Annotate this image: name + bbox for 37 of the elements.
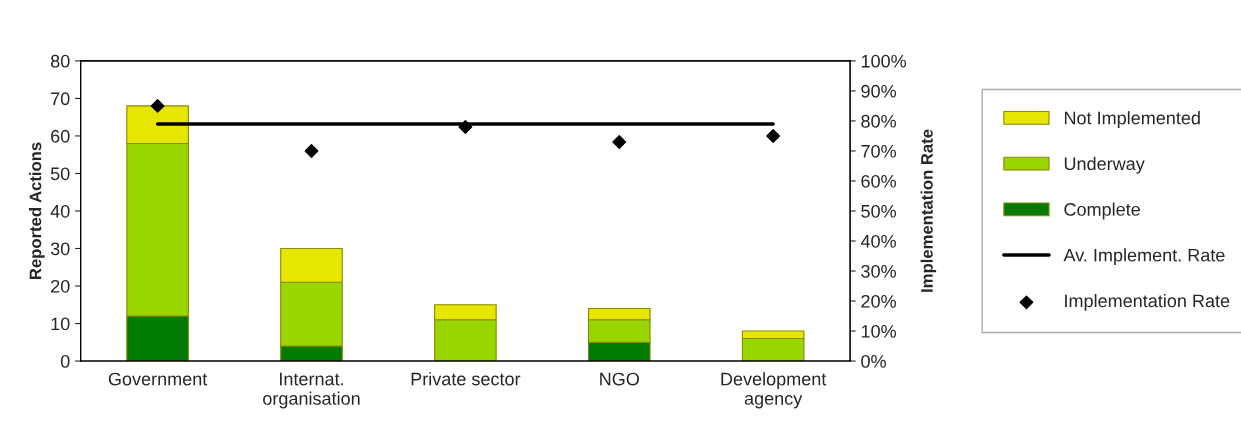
y-tick-label: 40 <box>50 204 70 218</box>
y2-tick-label: 70% <box>861 144 896 158</box>
y2-tick-label: 0% <box>861 354 886 368</box>
legend-label: Underway <box>1064 156 1145 174</box>
point <box>150 99 165 113</box>
y2-tick-label: 80% <box>861 114 896 128</box>
point <box>304 144 319 158</box>
legend-label: Implementation Rate <box>1065 294 1230 311</box>
point <box>458 120 473 134</box>
y-axis-title: Reported Actions <box>29 142 45 279</box>
y2-tick-label: 100% <box>861 54 907 68</box>
y-tick-label: 0 <box>60 354 70 368</box>
y2-tick-label: 90% <box>861 84 896 98</box>
y2-tick-label: 40% <box>860 234 896 248</box>
y-tick-label: 20 <box>51 279 70 293</box>
y2-tick-label: 10% <box>861 324 896 338</box>
y-tick-label: 80 <box>50 54 70 68</box>
x-tick-label: Development agency <box>721 372 827 409</box>
y-tick-label: 50 <box>50 167 70 181</box>
y-tick-label: 70 <box>51 92 70 106</box>
y-tick-label: 10 <box>51 317 70 331</box>
y2-tick-label: 50% <box>861 204 896 218</box>
point <box>766 129 781 143</box>
legend-label: Complete <box>1064 202 1140 220</box>
y2-tick-label: 20% <box>861 294 896 308</box>
x-tick-label: NGO <box>600 372 639 386</box>
point <box>612 135 627 149</box>
x-tick-label: Government <box>108 372 208 386</box>
y2-tick-label: 30% <box>861 264 896 278</box>
y2-tick-label: 60% <box>861 174 896 188</box>
x-tick-label: Internat. organisation <box>263 372 360 409</box>
x-tick-label: Private sector <box>411 372 521 386</box>
y-tick-label: 60 <box>51 129 70 143</box>
y2-axis-title: Implementation Rate <box>920 129 937 292</box>
legend-label: Av. Implement. Rate <box>1063 248 1225 266</box>
legend-label: Not Implemented <box>1064 111 1200 128</box>
y-tick-label: 30 <box>50 242 70 256</box>
